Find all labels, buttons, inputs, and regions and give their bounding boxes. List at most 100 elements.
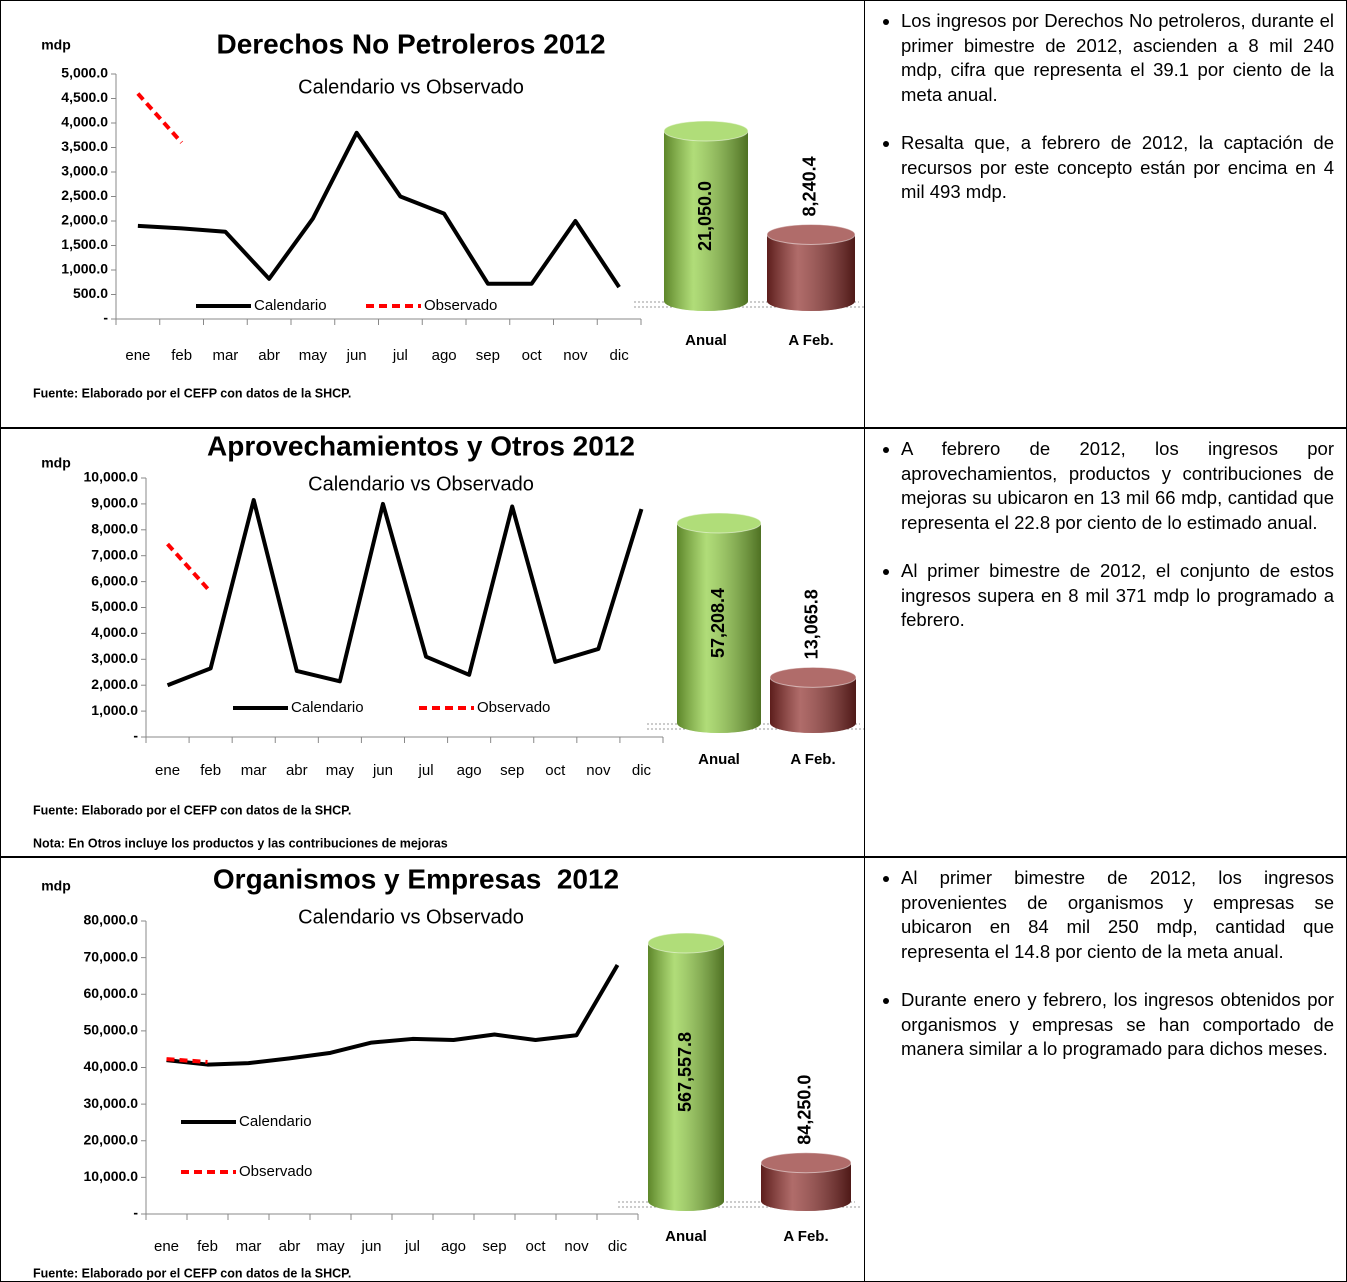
bullet: Resalta que, a febrero de 2012, la capta… (901, 131, 1334, 205)
chart: Derechos No Petroleros 2012 Calendario vs… (33, 28, 864, 400)
x-tick-label: jul (404, 1238, 420, 1255)
footnote: Nota: En Otros incluye los productos y l… (33, 836, 448, 850)
x-tick-label: abr (258, 347, 280, 364)
bullet: A febrero de 2012, los ingresos por apro… (901, 437, 1334, 535)
series-line (137, 130, 621, 289)
x-tick-label: dic (632, 762, 652, 779)
x-tick-label: ene (154, 1238, 179, 1255)
x-tick-label: Anual (685, 332, 727, 349)
x-tick-label: jul (392, 347, 408, 364)
bar-top (676, 512, 762, 534)
x-tick-label: sep (500, 762, 524, 779)
y-tick-label: 50,000.0 (84, 1022, 139, 1038)
y-tick-label: 10,000.0 (84, 1168, 139, 1184)
chart-subtitle: Calendario vs Observado (298, 76, 524, 98)
x-tick-label: nov (564, 1238, 589, 1255)
x-tick-label: oct (525, 1238, 546, 1255)
chart-title: Derechos No Petroleros 2012 (216, 28, 605, 59)
legend-label: Observado (477, 699, 550, 716)
text-cell: Al primer bimestre de 2012, los ingresos… (864, 857, 1347, 1282)
x-tick-label: may (316, 1238, 345, 1255)
y-tick-label: - (133, 1205, 138, 1221)
x-tick-label: nov (586, 762, 611, 779)
y-tick-label: 4,000.0 (61, 114, 108, 130)
y-tick-label: 1,000.0 (91, 702, 138, 718)
bar-top-shine (767, 224, 855, 245)
y-tick-label: 80,000.0 (84, 912, 139, 928)
bar-top (760, 1152, 852, 1174)
bullet-list: Los ingresos por Derechos No petroleros,… (865, 1, 1346, 205)
x-tick-label: ago (432, 347, 457, 364)
x-tick-label: Anual (665, 1228, 707, 1245)
y-tick-label: 3,000.0 (91, 650, 138, 666)
legend-label: Observado (424, 297, 497, 314)
y-tick-label: 4,500.0 (61, 89, 108, 105)
x-tick-label: feb (200, 762, 221, 779)
y-tick-label: 70,000.0 (84, 948, 139, 964)
bar-shade (648, 943, 724, 1211)
bar-top-shine (770, 667, 856, 688)
bar-top-shine (677, 513, 761, 533)
x-tick-label: jul (418, 762, 434, 779)
y-tick-label: 3,500.0 (61, 138, 108, 154)
y-tick-label: 3,000.0 (61, 163, 108, 179)
value-label: 21,050.0 (695, 181, 715, 251)
y-tick-label: 2,500.0 (61, 187, 108, 203)
y-tick-label: 60,000.0 (84, 985, 139, 1001)
legend-label: Calendario (239, 1113, 312, 1130)
source-note: Fuente: Elaborado por el CEFP con datos … (33, 1266, 351, 1280)
x-tick-label: ene (125, 347, 150, 364)
y-tick-label: 30,000.0 (84, 1095, 139, 1111)
bullet: Durante enero y febrero, los ingresos ob… (901, 988, 1334, 1062)
text-cell: A febrero de 2012, los ingresos por apro… (864, 428, 1347, 857)
value-label: 567,557.8 (675, 1032, 695, 1112)
x-tick-label: A Feb. (788, 332, 833, 349)
x-tick-label: A Feb. (783, 1228, 828, 1245)
x-tick-label: jun (360, 1238, 381, 1255)
chart-subtitle: Calendario vs Observado (308, 473, 534, 495)
x-tick-label: oct (522, 347, 543, 364)
bullet: Al primer bimestre de 2012, el conjunto … (901, 559, 1334, 633)
bar-top-shine (648, 933, 724, 953)
legend-label: Observado (239, 1163, 312, 1180)
x-tick-label: ago (441, 1238, 466, 1255)
y-tick-label: 500.0 (73, 285, 108, 301)
value-label: 8,240.4 (800, 156, 820, 216)
bar-top-shine (761, 1152, 851, 1173)
chart-cell: Derechos No Petroleros 2012 Calendario vs… (0, 0, 865, 428)
bar-shade (767, 234, 855, 311)
x-tick-label: abr (286, 762, 308, 779)
x-tick-label: may (326, 762, 355, 779)
bullet-list: Al primer bimestre de 2012, los ingresos… (865, 858, 1346, 1062)
y-tick-label: 2,000.0 (61, 212, 108, 228)
source-note: Fuente: Elaborado por el CEFP con datos … (33, 386, 351, 400)
y-tick-label: 2,000.0 (91, 676, 138, 692)
x-tick-label: Anual (698, 751, 740, 768)
x-tick-label: jun (372, 762, 393, 779)
x-tick-label: abr (279, 1238, 301, 1255)
y-tick-label: 6,000.0 (91, 572, 138, 588)
bar-shade (761, 1162, 851, 1211)
x-tick-label: mar (241, 762, 267, 779)
bar-top (769, 666, 857, 688)
y-tick-label: 10,000.0 (84, 469, 139, 485)
x-tick-label: oct (545, 762, 566, 779)
bar-top (766, 223, 856, 245)
series-line (166, 498, 644, 688)
chart-title: Organismos y Empresas 2012 (213, 863, 619, 894)
y-tick-label: 9,000.0 (91, 495, 138, 511)
x-tick-label: ago (457, 762, 482, 779)
x-tick-label: sep (476, 347, 500, 364)
y-axis-label: mdp (41, 455, 71, 471)
y-tick-label: 4,000.0 (91, 624, 138, 640)
bar-top-shine (664, 121, 748, 141)
bar-shade (677, 523, 761, 733)
text-cell: Los ingresos por Derechos No petroleros,… (864, 0, 1347, 428)
x-tick-label: A Feb. (790, 751, 835, 768)
x-tick-label: may (299, 347, 328, 364)
series-line (166, 963, 620, 1067)
x-tick-label: dic (610, 347, 630, 364)
y-tick-label: 20,000.0 (84, 1131, 139, 1147)
y-tick-label: 5,000.0 (91, 598, 138, 614)
y-tick-label: 40,000.0 (84, 1058, 139, 1074)
